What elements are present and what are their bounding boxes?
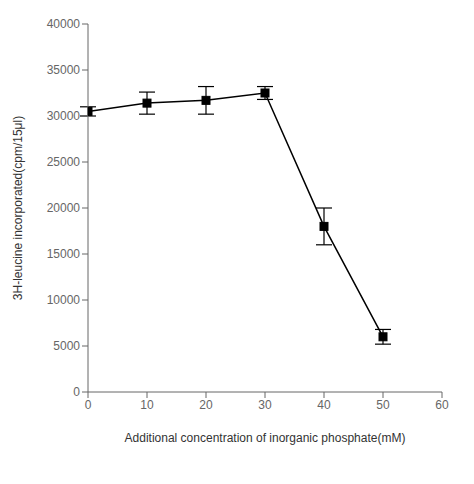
svg-text:50: 50 — [376, 398, 390, 412]
svg-text:0: 0 — [73, 385, 80, 399]
svg-text:40: 40 — [317, 398, 331, 412]
svg-text:10: 10 — [140, 398, 154, 412]
svg-text:15000: 15000 — [47, 247, 81, 261]
svg-text:40000: 40000 — [47, 17, 81, 31]
svg-text:Additional concentration of in: Additional concentration of inorganic ph… — [125, 431, 406, 445]
svg-text:30: 30 — [258, 398, 272, 412]
svg-text:25000: 25000 — [47, 155, 81, 169]
svg-text:35000: 35000 — [47, 63, 81, 77]
svg-text:60: 60 — [435, 398, 449, 412]
svg-text:10000: 10000 — [47, 293, 81, 307]
svg-text:5000: 5000 — [53, 339, 80, 353]
svg-text:30000: 30000 — [47, 109, 81, 123]
svg-text:0: 0 — [85, 398, 92, 412]
svg-text:20000: 20000 — [47, 201, 81, 215]
svg-text:3H-leucine incorporated(cpm/15: 3H-leucine incorporated(cpm/15μl) — [11, 116, 25, 300]
svg-text:20: 20 — [199, 398, 213, 412]
